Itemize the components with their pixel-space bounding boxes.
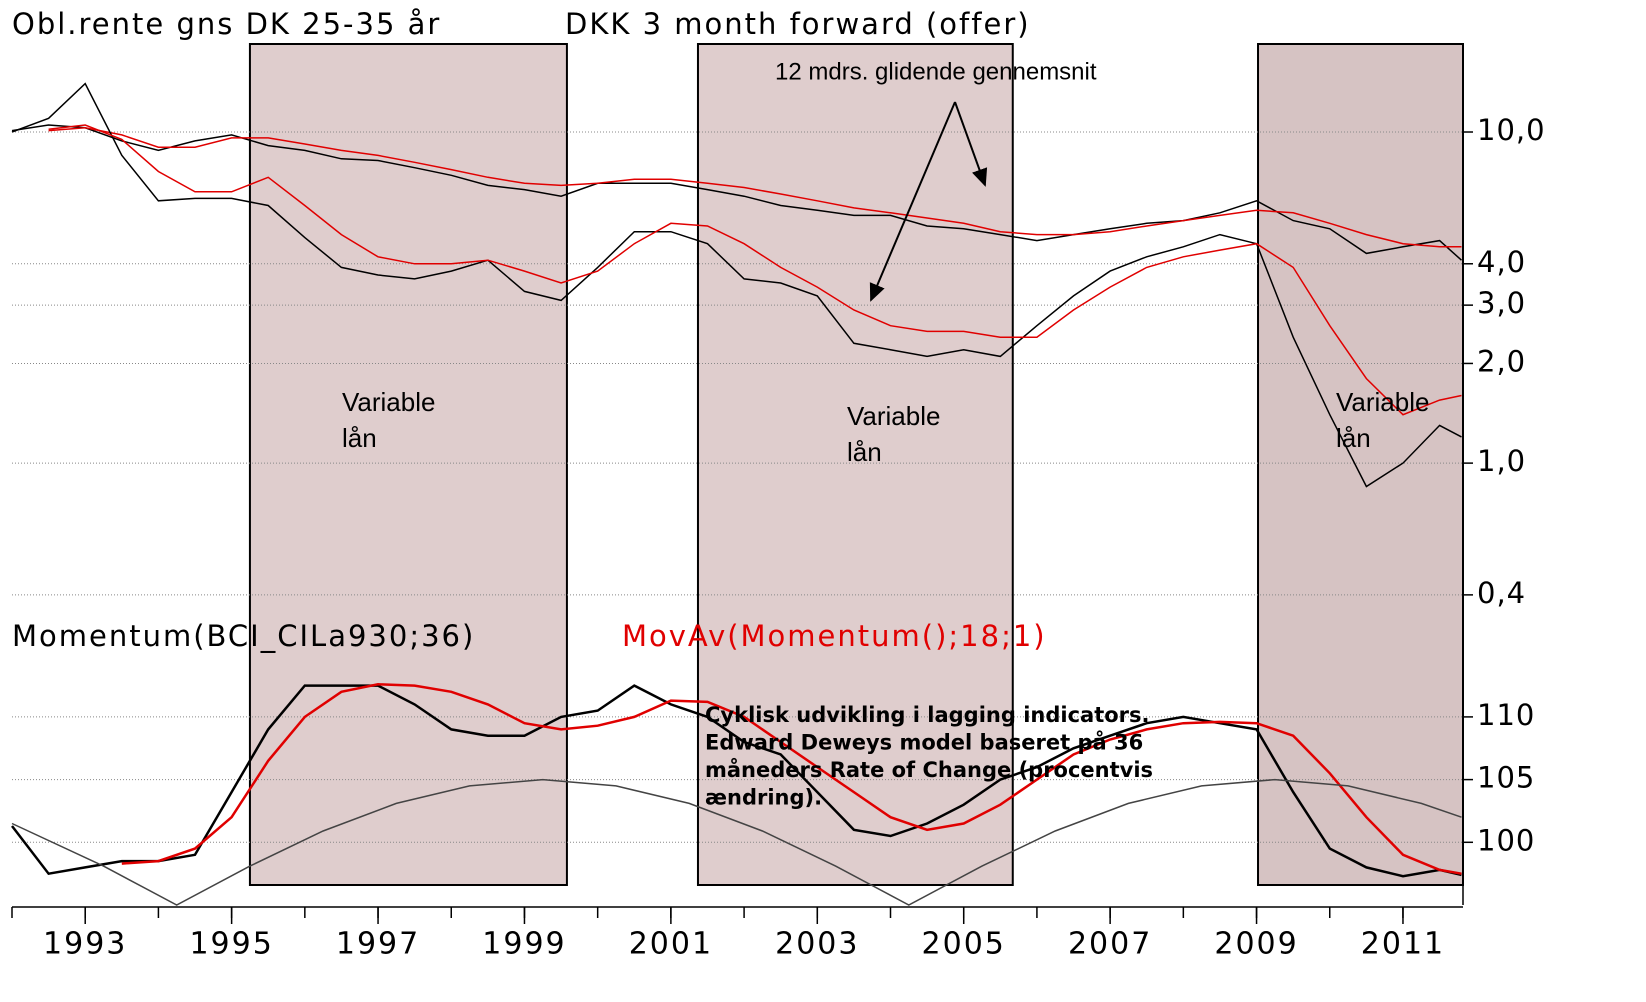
chart-title: Obl.rente gns DK 25-35 år (12, 7, 441, 41)
chart-title: DKK 3 month forward (offer) (565, 7, 1031, 41)
series-line (11, 124, 1463, 261)
x-tick-label: 1997 (336, 927, 420, 962)
x-tick-label: 2007 (1068, 927, 1152, 962)
y-tick-label: 100 (1477, 823, 1535, 857)
y-tick-label: 4,0 (1477, 245, 1526, 279)
shaded-period (1257, 43, 1464, 886)
y-tick-label: 1,0 (1477, 444, 1526, 478)
annotation: Variable (342, 387, 435, 417)
annotation: 12 mdrs. glidende gennemsnit (775, 58, 1097, 85)
note: Edward Deweys model baseret på 36 (705, 730, 1143, 755)
legend-label: Momentum(BCI_CILa930;36) (12, 619, 475, 653)
annotation: lån (847, 437, 882, 467)
y-tick-label: 10,0 (1477, 113, 1546, 147)
arrow (954, 101, 988, 187)
series-line (48, 127, 1462, 248)
legend-label: MovAv(Momentum();18;1) (622, 619, 1047, 653)
series-line (11, 684, 1462, 878)
series-line (121, 683, 1462, 875)
plot: 10,0 4,0 3,0 2,0 1,0 0,4 Obl.rente gns DK 25-3… (11, 7, 1546, 962)
annotation: Variable (1336, 387, 1429, 417)
y-tick-label: 0,4 (1477, 576, 1526, 610)
shaded-period (248, 43, 568, 886)
x-tick-label: 2003 (775, 927, 859, 962)
x-tick-label: 1993 (43, 927, 127, 962)
x-tick-label: 2001 (629, 927, 713, 962)
series-line (11, 778, 1462, 906)
series-line (48, 124, 1462, 416)
note: måneders Rate of Change (procentvis (705, 757, 1153, 782)
x-tick-label: 2009 (1214, 927, 1298, 962)
y-tick-label: 3,0 (1477, 286, 1526, 320)
y-tick-label: 110 (1477, 698, 1535, 732)
note: Cyklisk udvikling i lagging indicators. (705, 703, 1150, 727)
x-tick-label: 1999 (482, 927, 566, 962)
x-tick-label: 2005 (922, 927, 1006, 962)
y-tick-label: 2,0 (1477, 344, 1526, 378)
arrow (869, 101, 956, 302)
series-line (11, 82, 1462, 488)
annotation: lån (1336, 423, 1371, 453)
note: ændring). (705, 786, 822, 810)
annotation: lån (342, 423, 377, 453)
x-tick-label: 2011 (1361, 927, 1445, 962)
y-tick-label: 105 (1477, 761, 1535, 795)
x-tick-label: 1995 (189, 927, 273, 962)
annotation: Variable (847, 401, 940, 431)
